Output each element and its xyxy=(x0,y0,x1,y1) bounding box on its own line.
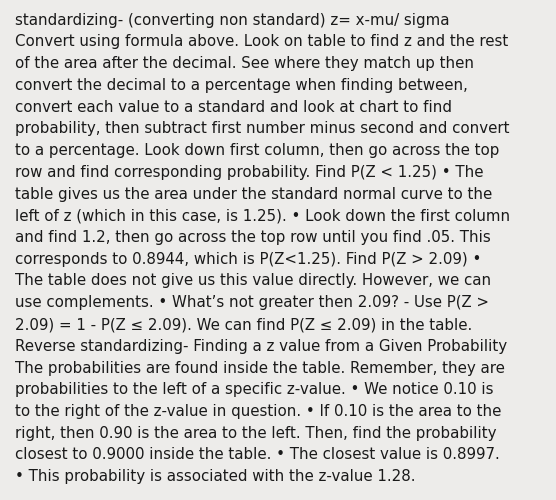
Text: closest to 0.9000 inside the table. • The closest value is 0.8997.: closest to 0.9000 inside the table. • Th… xyxy=(15,448,500,462)
Text: of the area after the decimal. See where they match up then: of the area after the decimal. See where… xyxy=(15,56,474,71)
Text: use complements. • What’s not greater then 2.09? - Use P(Z >: use complements. • What’s not greater th… xyxy=(15,295,489,310)
Text: The probabilities are found inside the table. Remember, they are: The probabilities are found inside the t… xyxy=(15,360,505,376)
Text: The table does not give us this value directly. However, we can: The table does not give us this value di… xyxy=(15,274,491,288)
Text: convert the decimal to a percentage when finding between,: convert the decimal to a percentage when… xyxy=(15,78,468,93)
Text: table gives us the area under the standard normal curve to the: table gives us the area under the standa… xyxy=(15,186,492,202)
Text: to a percentage. Look down first column, then go across the top: to a percentage. Look down first column,… xyxy=(15,143,499,158)
Text: 2.09) = 1 - P(Z ≤ 2.09). We can find P(Z ≤ 2.09) in the table.: 2.09) = 1 - P(Z ≤ 2.09). We can find P(Z… xyxy=(15,317,472,332)
Text: Reverse standardizing- Finding a z value from a Given Probability: Reverse standardizing- Finding a z value… xyxy=(15,339,507,354)
Text: Convert using formula above. Look on table to find z and the rest: Convert using formula above. Look on tab… xyxy=(15,34,508,50)
Text: left of z (which in this case, is 1.25). • Look down the first column: left of z (which in this case, is 1.25).… xyxy=(15,208,510,223)
Text: to the right of the z-value in question. • If 0.10 is the area to the: to the right of the z-value in question.… xyxy=(15,404,502,419)
Text: standardizing- (converting non standard) z= x-mu/ sigma: standardizing- (converting non standard)… xyxy=(15,12,449,28)
Text: corresponds to 0.8944, which is P(Z<1.25). Find P(Z > 2.09) •: corresponds to 0.8944, which is P(Z<1.25… xyxy=(15,252,481,267)
Text: • This probability is associated with the z-value 1.28.: • This probability is associated with th… xyxy=(15,469,415,484)
Text: row and find corresponding probability. Find P(Z < 1.25) • The: row and find corresponding probability. … xyxy=(15,165,484,180)
Text: and find 1.2, then go across the top row until you find .05. This: and find 1.2, then go across the top row… xyxy=(15,230,491,245)
Text: probabilities to the left of a specific z-value. • We notice 0.10 is: probabilities to the left of a specific … xyxy=(15,382,494,397)
Text: convert each value to a standard and look at chart to find: convert each value to a standard and loo… xyxy=(15,100,452,114)
Text: right, then 0.90 is the area to the left. Then, find the probability: right, then 0.90 is the area to the left… xyxy=(15,426,497,441)
Text: probability, then subtract first number minus second and convert: probability, then subtract first number … xyxy=(15,121,509,136)
